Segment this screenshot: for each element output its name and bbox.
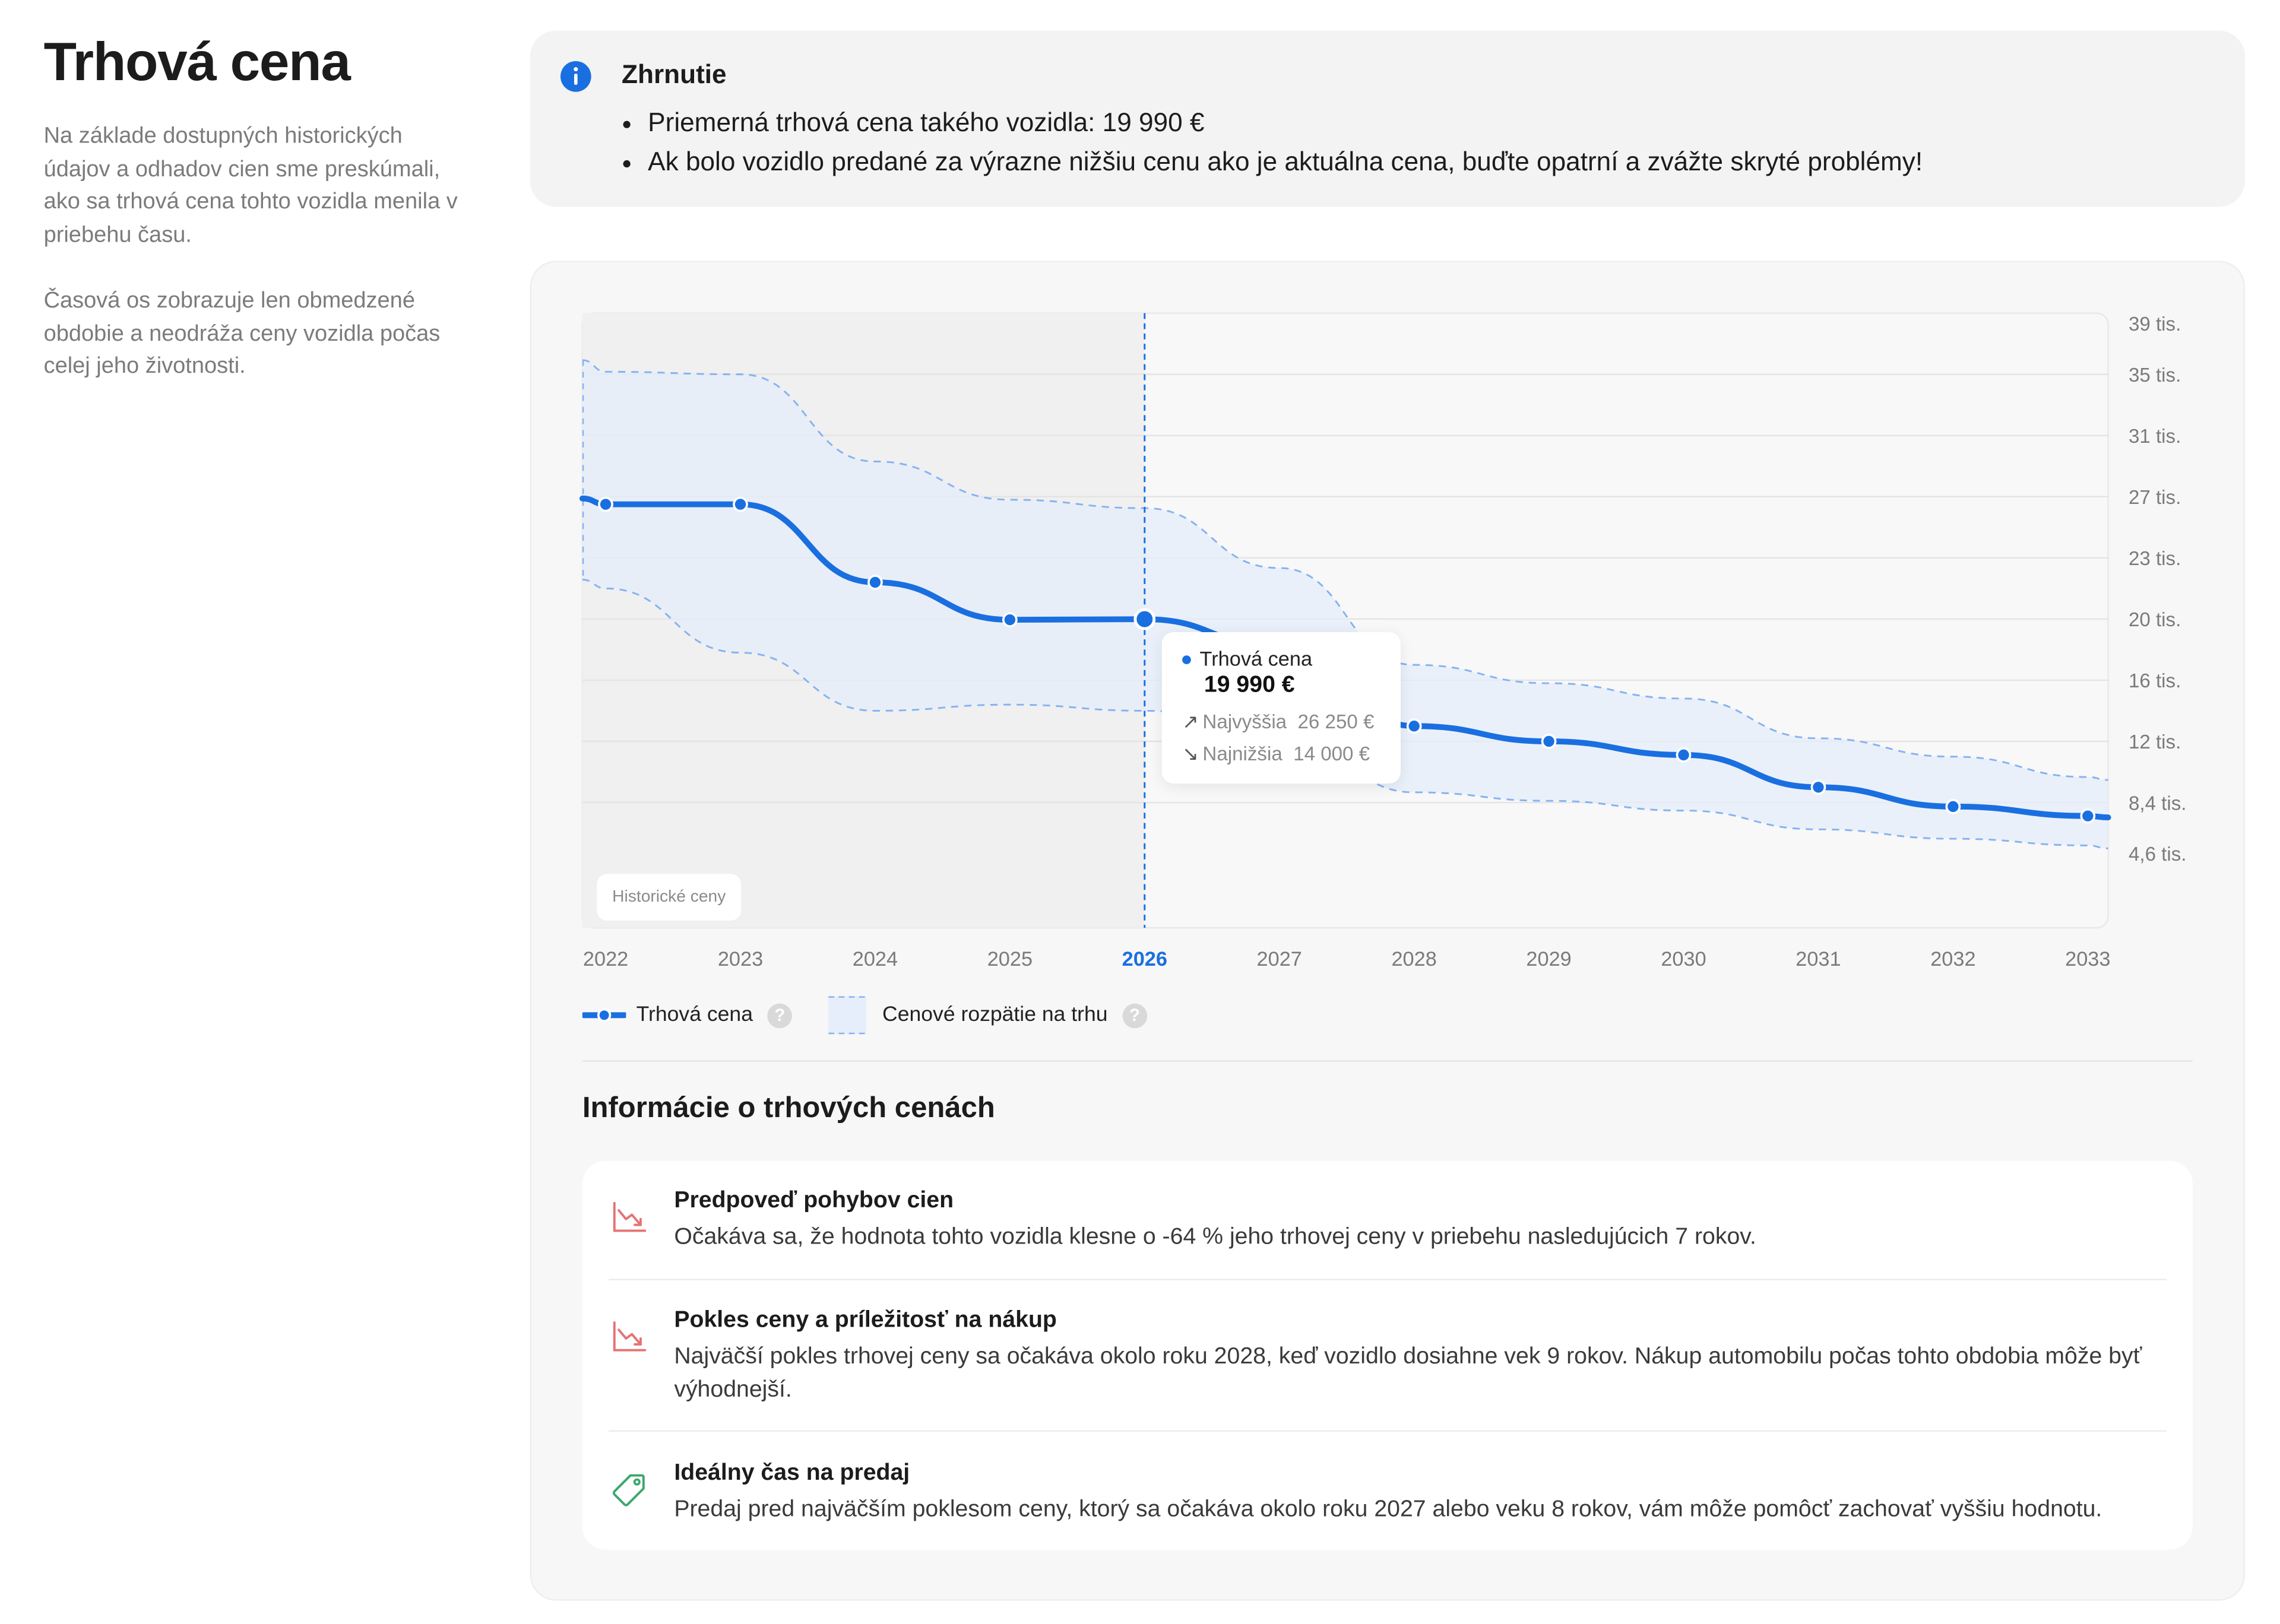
market-price-point — [1810, 779, 1826, 795]
trend-down-icon — [613, 1201, 647, 1232]
arrow-down-right-icon: ↘ — [1182, 743, 1199, 765]
legend-price-range-label: Cenové rozpätie na trhu — [882, 1003, 1108, 1027]
tooltip-label: Trhová cena — [1199, 646, 1313, 670]
market-price-point — [1133, 608, 1156, 630]
trend-down-icon — [613, 1321, 647, 1352]
x-tick-label: 2024 — [853, 948, 898, 970]
y-tick-label: 12 tis. — [2129, 731, 2181, 753]
y-tick-label: 35 tis. — [2129, 364, 2181, 386]
y-tick-label: 27 tis. — [2129, 487, 2181, 509]
info-section-title: Informácie o trhových cenách — [582, 1092, 995, 1125]
y-tick-label: 4,6 tis. — [2129, 843, 2187, 865]
legend-price-range[interactable]: Cenové rozpätie na trhu ? — [827, 995, 1147, 1036]
info-item-text: Očakáva sa, že hodnota tohto vozidla kle… — [674, 1225, 1756, 1250]
chart-tooltip: Trhová cena 19 990 € ↗ Najvyššia 26 250 €… — [1161, 632, 1401, 784]
summary-title: Zhrnutie — [622, 59, 727, 89]
help-icon[interactable]: ? — [767, 1003, 793, 1029]
tooltip-low-label: Najnižšia — [1202, 743, 1282, 765]
x-tick-label: 2031 — [1796, 948, 1841, 970]
tooltip-high-value: 26 250 € — [1297, 710, 1375, 733]
tooltip-value: 19 990 € — [1204, 673, 1295, 698]
x-tick-label: 2032 — [1930, 948, 1975, 970]
market-price-point — [1541, 734, 1557, 749]
x-tick-label: 2028 — [1391, 948, 1436, 970]
y-tick-label: 16 tis. — [2129, 670, 2181, 692]
x-tick-label: 2022 — [583, 948, 628, 970]
info-icon — [560, 61, 591, 92]
summary-list: Priemerná trhová cena takého vozidla: 19… — [620, 103, 1923, 182]
tooltip-high-label: Najvyššia — [1202, 710, 1287, 733]
section-divider — [582, 1060, 2193, 1062]
price-chart[interactable]: 39 tis. 35 tis. 31 tis. 27 tis. 23 tis. 20 ti… — [0, 0, 2280, 1107]
summary-average-price: Priemerná trhová cena takého vozidla: 19… — [648, 103, 1923, 142]
tooltip-low-row: ↘ Najnižšia 14 000 € — [1182, 743, 1380, 766]
legend-market-price-label: Trhová cena — [636, 1003, 753, 1027]
market-price-point — [733, 496, 748, 512]
summary-warning: Ak bolo vozidlo predané za výrazne nižši… — [648, 142, 1923, 182]
info-item-title: Predpoveď pohybov cien — [674, 1188, 954, 1214]
market-price-swatch — [581, 1008, 628, 1022]
price-range-band — [582, 360, 2108, 849]
price-range-swatch — [828, 996, 866, 1035]
price-tag-icon — [612, 1474, 645, 1506]
info-item-title: Pokles ceny a príležitosť na nákup — [674, 1308, 1057, 1333]
x-tick-label: 2026 — [1122, 948, 1167, 970]
market-price-point — [867, 575, 883, 590]
market-price-point — [1002, 612, 1018, 628]
info-item-text: Predaj pred najväčším poklesom ceny, kto… — [674, 1497, 2102, 1522]
summary-card: Zhrnutie Priemerná trhová cena takého vo… — [530, 30, 2246, 207]
x-tick-label: 2030 — [1661, 948, 1706, 970]
info-separator — [608, 1279, 2167, 1280]
tooltip-high-row: ↗ Najvyššia 26 250 € — [1182, 710, 1380, 734]
y-tick-label: 20 tis. — [2129, 609, 2181, 631]
y-tick-label: 31 tis. — [2129, 426, 2181, 448]
tooltip-low-value: 14 000 € — [1293, 743, 1370, 765]
x-tick-label: 2029 — [1526, 948, 1571, 970]
market-price-point — [1945, 798, 1961, 814]
page-description: Na základe dostupných historických údajo… — [43, 123, 458, 247]
info-item-title: Ideálny čas na predaj — [674, 1461, 910, 1486]
x-tick-label: 2023 — [718, 948, 763, 970]
x-tick-label: 2025 — [987, 948, 1033, 970]
market-price-point — [598, 496, 613, 512]
info-list: Predpoveď pohybov cien Očakáva sa, že ho… — [582, 1160, 2193, 1550]
market-price-point — [2080, 808, 2096, 824]
market-price-point — [1406, 718, 1422, 734]
page-title: Trhová cena — [43, 31, 351, 92]
info-item-text: Najväčší pokles trhovej ceny sa očakáva … — [674, 1344, 2142, 1403]
historic-prices-label: Historické ceny — [597, 874, 742, 921]
x-tick-label: 2033 — [2065, 948, 2110, 970]
info-separator — [608, 1430, 2167, 1432]
help-icon[interactable]: ? — [1122, 1003, 1147, 1029]
y-tick-label: 23 tis. — [2129, 548, 2181, 570]
legend-market-price[interactable]: Trhová cena ? — [581, 995, 793, 1036]
price-range-max-line — [582, 359, 2108, 781]
arrow-up-right-icon: ↗ — [1182, 710, 1199, 733]
y-tick-label: 39 tis. — [2129, 313, 2181, 335]
x-tick-label: 2027 — [1257, 948, 1302, 970]
market-price-point — [1676, 747, 1692, 763]
y-tick-label: 8,4 tis. — [2129, 792, 2187, 814]
timeline-note: Časová os zobrazuje len obmedzené obdobi… — [43, 288, 441, 379]
tooltip-dot — [1182, 655, 1191, 665]
